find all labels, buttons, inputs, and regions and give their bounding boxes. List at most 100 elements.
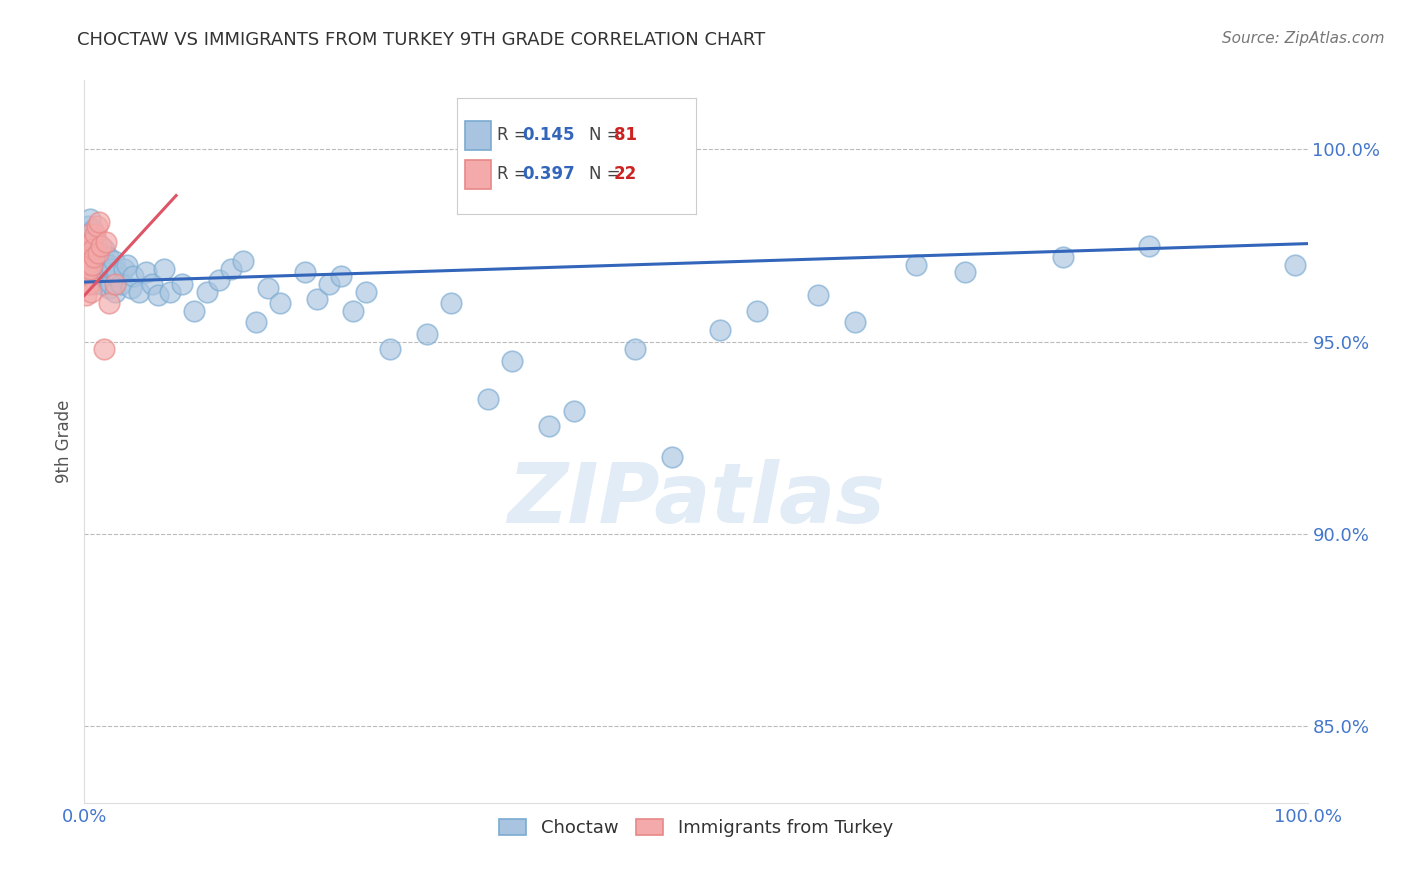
Point	[159, 285, 181, 299]
Point	[232, 253, 254, 268]
Text: Source: ZipAtlas.com: Source: ZipAtlas.com	[1222, 31, 1385, 46]
Point	[87, 258, 110, 272]
Point	[76, 265, 98, 279]
Point	[502, 354, 524, 368]
Point	[112, 261, 135, 276]
Point	[89, 246, 111, 260]
Point	[135, 265, 157, 279]
Point	[79, 261, 101, 276]
Point	[318, 277, 340, 291]
Point	[77, 219, 100, 234]
Point	[416, 326, 439, 341]
Point	[269, 296, 291, 310]
Point	[82, 223, 104, 237]
Point	[305, 293, 328, 307]
Point	[122, 269, 145, 284]
Point	[87, 215, 110, 229]
Point	[82, 253, 104, 268]
Point	[624, 343, 647, 357]
Point	[97, 281, 120, 295]
Point	[79, 211, 101, 226]
Point	[90, 277, 112, 291]
Point	[98, 265, 121, 279]
Point	[82, 243, 104, 257]
Point	[93, 243, 115, 257]
Point	[77, 227, 100, 241]
Point	[80, 243, 103, 257]
Point	[97, 296, 120, 310]
Point	[153, 261, 176, 276]
Point	[97, 250, 120, 264]
Point	[82, 258, 104, 272]
Point	[77, 250, 100, 264]
Point	[83, 246, 105, 260]
Text: CHOCTAW VS IMMIGRANTS FROM TURKEY 9TH GRADE CORRELATION CHART: CHOCTAW VS IMMIGRANTS FROM TURKEY 9TH GR…	[77, 31, 766, 49]
Point	[477, 392, 499, 407]
Point	[80, 235, 103, 249]
Point	[1137, 238, 1160, 252]
Point	[183, 304, 205, 318]
Point	[84, 261, 107, 276]
Point	[100, 277, 122, 291]
Point	[91, 269, 114, 284]
Point	[75, 288, 97, 302]
Point	[380, 343, 402, 357]
Point	[141, 277, 163, 291]
Point	[83, 250, 105, 264]
Point	[115, 258, 138, 272]
Point	[90, 238, 112, 252]
Point	[330, 269, 353, 284]
Point	[84, 227, 107, 241]
Point	[661, 450, 683, 464]
Point	[79, 227, 101, 241]
Point	[76, 250, 98, 264]
Point	[77, 238, 100, 252]
Point	[104, 277, 127, 291]
Point	[440, 296, 463, 310]
Point	[953, 265, 976, 279]
Point	[342, 304, 364, 318]
Point	[807, 288, 830, 302]
Point	[110, 277, 132, 291]
Point	[538, 419, 561, 434]
Point	[1052, 250, 1074, 264]
Point	[79, 258, 101, 272]
Point	[86, 250, 108, 264]
Point	[208, 273, 231, 287]
Point	[128, 285, 150, 299]
Point	[195, 285, 218, 299]
Point	[103, 253, 125, 268]
Point	[104, 285, 127, 299]
Point	[76, 258, 98, 272]
Point	[83, 231, 105, 245]
Point	[120, 281, 142, 295]
Point	[96, 235, 118, 249]
Point	[1284, 258, 1306, 272]
Point	[172, 277, 194, 291]
Point	[905, 258, 928, 272]
Point	[77, 238, 100, 252]
Legend: Choctaw, Immigrants from Turkey: Choctaw, Immigrants from Turkey	[492, 812, 900, 845]
Point	[80, 265, 103, 279]
Point	[709, 323, 731, 337]
Point	[562, 404, 585, 418]
Point	[86, 219, 108, 234]
Point	[105, 269, 128, 284]
Point	[294, 265, 316, 279]
Point	[747, 304, 769, 318]
Point	[257, 281, 280, 295]
Point	[87, 265, 110, 279]
Point	[91, 253, 114, 268]
Point	[80, 285, 103, 299]
Point	[93, 343, 115, 357]
Point	[101, 261, 124, 276]
Point	[354, 285, 377, 299]
Point	[77, 246, 100, 260]
Point	[146, 288, 169, 302]
Point	[96, 258, 118, 272]
Point	[82, 277, 104, 291]
Y-axis label: 9th Grade: 9th Grade	[55, 400, 73, 483]
Point	[105, 265, 128, 279]
Point	[79, 235, 101, 249]
Point	[94, 273, 117, 287]
